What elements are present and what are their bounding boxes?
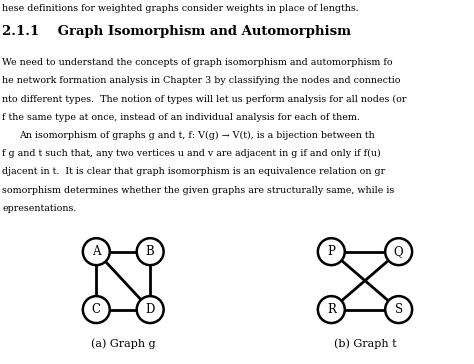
Text: somorphism determines whether the given graphs are structurally same, while is: somorphism determines whether the given …	[2, 186, 395, 195]
Text: 2.1.1    Graph Isomorphism and Automorphism: 2.1.1 Graph Isomorphism and Automorphism	[2, 25, 351, 39]
Circle shape	[83, 296, 110, 323]
Text: he network formation analysis in Chapter 3 by classifying the nodes and connecti: he network formation analysis in Chapter…	[2, 76, 401, 86]
Text: C: C	[92, 303, 101, 316]
Circle shape	[137, 238, 164, 265]
Text: We need to understand the concepts of graph isomorphism and automorphism fo: We need to understand the concepts of gr…	[2, 58, 393, 67]
Text: f the same type at once, instead of an individual analysis for each of them.: f the same type at once, instead of an i…	[2, 113, 360, 122]
Circle shape	[385, 296, 412, 323]
Circle shape	[318, 238, 345, 265]
Text: B: B	[146, 245, 155, 258]
Text: f g and t such that, any two vertices u and v are adjacent in g if and only if f: f g and t such that, any two vertices u …	[2, 149, 381, 158]
Circle shape	[385, 238, 412, 265]
Text: An isomorphism of graphs g and t, f: V(g) → V(t), is a bijection between th: An isomorphism of graphs g and t, f: V(g…	[19, 131, 375, 140]
Text: S: S	[394, 303, 403, 316]
Text: P: P	[328, 245, 335, 258]
Text: (b) Graph t: (b) Graph t	[334, 338, 396, 349]
Text: epresentations.: epresentations.	[2, 204, 77, 213]
Circle shape	[83, 238, 110, 265]
Text: djacent in t.  It is clear that graph isomorphism is an equivalence relation on : djacent in t. It is clear that graph iso…	[2, 167, 385, 177]
Text: D: D	[146, 303, 155, 316]
Circle shape	[137, 296, 164, 323]
Text: hese definitions for weighted graphs consider weights in place of lengths.: hese definitions for weighted graphs con…	[2, 4, 359, 13]
Circle shape	[318, 296, 345, 323]
Text: R: R	[327, 303, 336, 316]
Text: nto different types.  The notion of types will let us perform analysis for all n: nto different types. The notion of types…	[2, 95, 407, 104]
Text: A: A	[92, 245, 100, 258]
Text: Q: Q	[394, 245, 403, 258]
Text: (a) Graph g: (a) Graph g	[91, 338, 155, 349]
